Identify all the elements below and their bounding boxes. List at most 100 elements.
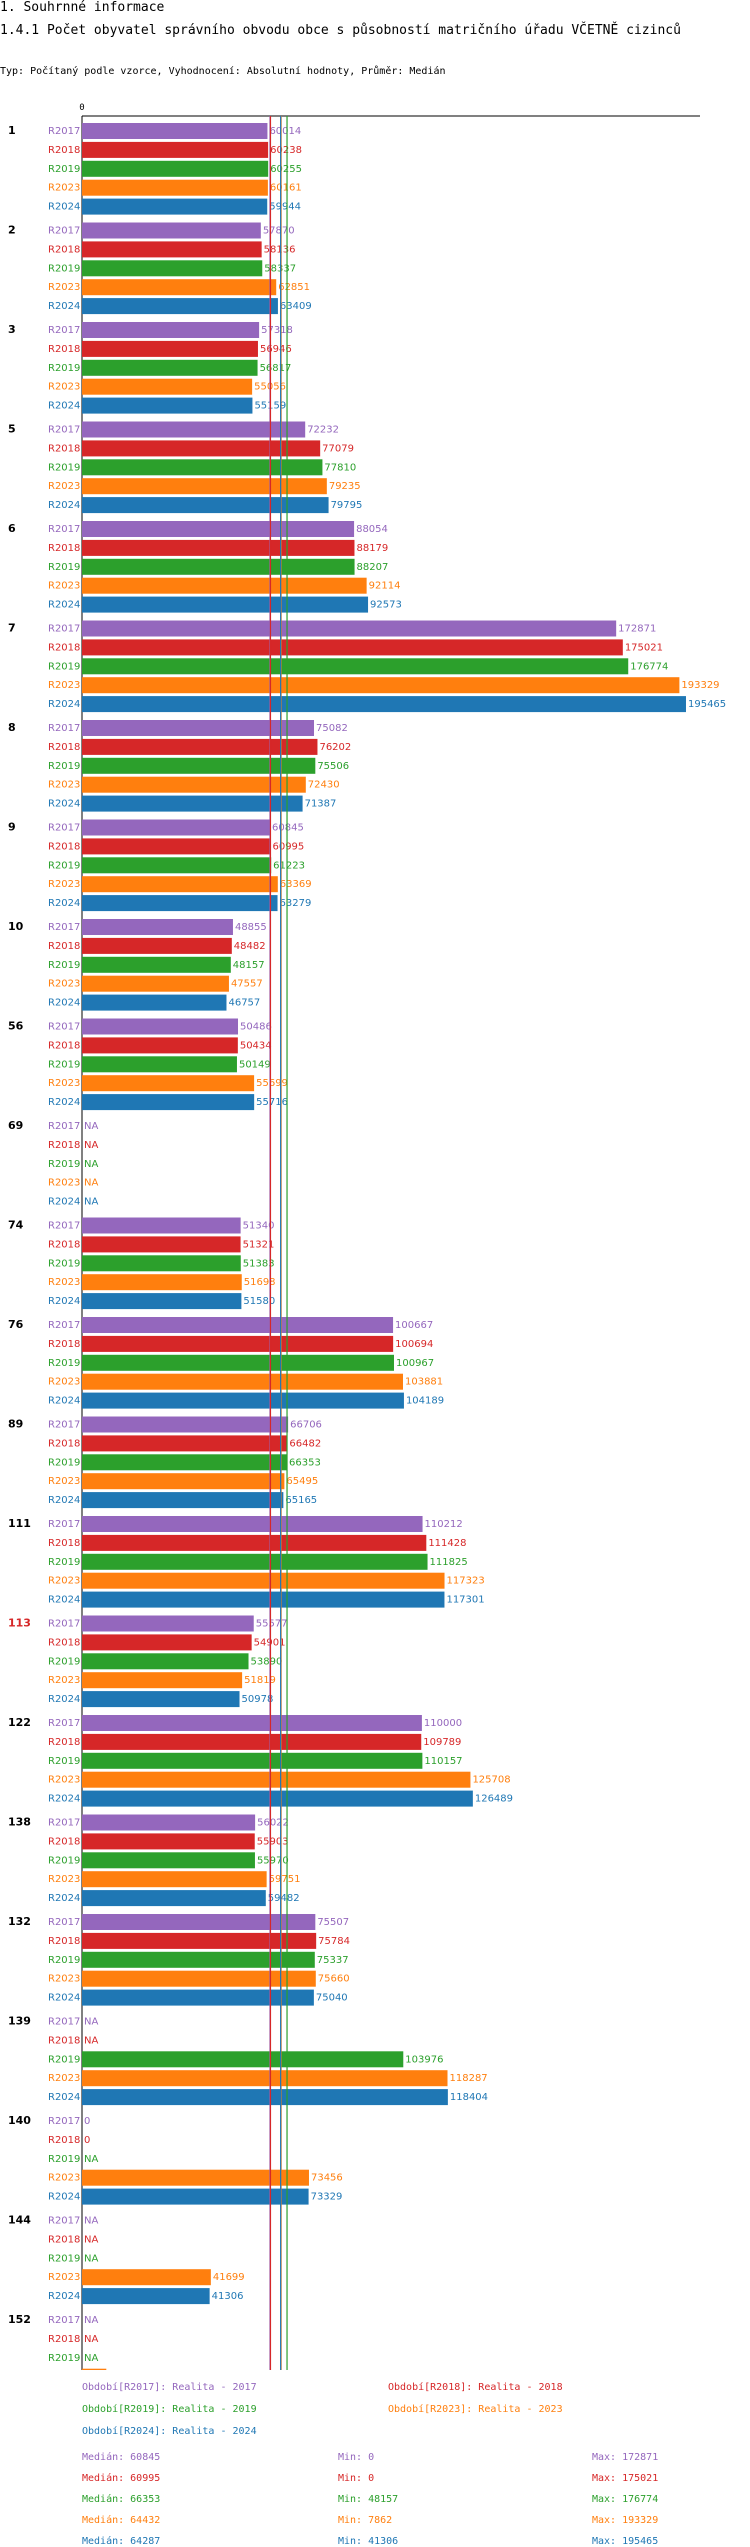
- bar: [82, 994, 227, 1011]
- legend-max: Max: 195465: [592, 2536, 659, 2547]
- bar: [82, 558, 355, 575]
- value-label: 56946: [260, 344, 292, 355]
- bar: [82, 222, 261, 239]
- series-label: R2019: [48, 2353, 80, 2364]
- bar: [82, 539, 355, 556]
- bar: [82, 397, 253, 414]
- bar: [82, 1516, 423, 1532]
- group-label: 69: [8, 1119, 23, 1132]
- value-label: 117301: [446, 1595, 484, 1606]
- series-label: R2019: [48, 1258, 80, 1269]
- value-label: 47557: [231, 979, 263, 990]
- value-label: NA: [84, 2334, 98, 2345]
- series-label: R2018: [48, 443, 80, 454]
- bar: [82, 757, 316, 774]
- group-label: 140: [8, 2114, 31, 2127]
- series-label: R2024: [48, 401, 80, 412]
- series-label: R2019: [48, 263, 80, 274]
- value-label: 110157: [424, 1756, 462, 1767]
- bar: [82, 937, 232, 954]
- bar: [82, 1871, 267, 1888]
- bar: [82, 1473, 285, 1490]
- value-label: 48855: [235, 922, 267, 933]
- series-label: R2018: [48, 2234, 80, 2245]
- value-label: 75506: [317, 761, 349, 772]
- series-label: R2018: [48, 1637, 80, 1648]
- value-label: NA: [84, 2154, 98, 2165]
- bar: [82, 857, 272, 874]
- bar: [82, 975, 229, 992]
- legend-period: Období[R2023]: Realita - 2023: [388, 2404, 563, 2415]
- group-label: 5: [8, 423, 16, 436]
- series-label: R2023: [48, 1377, 80, 1388]
- bar: [82, 1373, 403, 1390]
- group-label: 111: [8, 1517, 31, 1530]
- group-label: 2: [8, 224, 16, 237]
- series-label: R2018: [48, 344, 80, 355]
- value-label: 172871: [618, 624, 656, 635]
- value-label: 77079: [322, 443, 354, 454]
- value-label: 79795: [331, 500, 363, 511]
- series-label: R2024: [48, 699, 80, 710]
- series-label: R2017: [48, 1519, 80, 1530]
- legend-min: Min: 7862: [338, 2515, 393, 2526]
- bar: [82, 2051, 404, 2068]
- bar: [82, 378, 253, 395]
- group-label: 139: [8, 2015, 31, 2028]
- value-label: 73456: [311, 2173, 343, 2184]
- legend-min: Min: 41306: [338, 2536, 399, 2547]
- bar: [82, 1037, 238, 1054]
- value-label: 75784: [318, 1936, 350, 1947]
- legend-period: Období[R2018]: Realita - 2018: [388, 2382, 563, 2393]
- value-label: 55970: [257, 1855, 289, 1866]
- group-label: 74: [8, 1219, 24, 1232]
- bar: [82, 1615, 254, 1632]
- value-label: 61223: [273, 860, 305, 871]
- series-label: R2017: [48, 524, 80, 535]
- series-label: R2024: [48, 998, 80, 1009]
- value-label: 66353: [289, 1457, 321, 1468]
- group-label: 6: [8, 522, 16, 535]
- bar: [82, 521, 355, 537]
- value-label: NA: [84, 2234, 98, 2245]
- series-label: R2018: [48, 2135, 80, 2146]
- series-label: R2024: [48, 600, 80, 611]
- series-label: R2017: [48, 1221, 80, 1232]
- series-label: R2023: [48, 1675, 80, 1686]
- bar: [82, 720, 315, 736]
- value-label: 75040: [316, 1993, 348, 2004]
- bar: [82, 2368, 107, 2370]
- value-label: 175021: [625, 642, 663, 653]
- series-label: R2018: [48, 1040, 80, 1051]
- bar: [82, 1672, 243, 1689]
- series-label: R2018: [48, 2035, 80, 2046]
- bar: [82, 1354, 394, 1371]
- series-label: R2017: [48, 1917, 80, 1928]
- value-label: 66706: [290, 1420, 322, 1431]
- series-label: R2024: [48, 1495, 80, 1506]
- series-label: R2019: [48, 2154, 80, 2165]
- value-label: 58136: [264, 244, 296, 255]
- value-label: 51321: [243, 1239, 275, 1250]
- series-label: R2018: [48, 941, 80, 952]
- bar: [82, 141, 269, 158]
- bar: [82, 421, 306, 438]
- bar: [82, 1293, 242, 1310]
- value-label: 88054: [356, 524, 388, 535]
- series-label: R2024: [48, 1694, 80, 1705]
- value-label: 50978: [242, 1694, 274, 1705]
- bar: [82, 696, 686, 713]
- bar: [82, 956, 231, 973]
- series-label: R2023: [48, 581, 80, 592]
- value-label: 51819: [244, 1675, 276, 1686]
- value-label: 110212: [425, 1519, 463, 1530]
- series-label: R2019: [48, 1159, 80, 1170]
- value-label: 0: [84, 2116, 90, 2127]
- legend-min: Min: 48157: [338, 2494, 399, 2505]
- value-label: 60238: [270, 145, 302, 156]
- bar: [82, 179, 268, 196]
- value-label: 63279: [280, 898, 312, 909]
- x-axis-zero-label: 0: [79, 103, 84, 113]
- series-label: R2017: [48, 2315, 80, 2326]
- series-label: R2019: [48, 2253, 80, 2264]
